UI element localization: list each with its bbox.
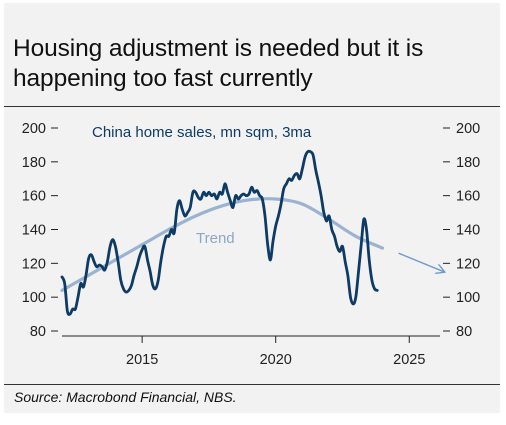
chart-panel: Housing adjustment is needed but it is h… bbox=[4, 3, 500, 413]
y-tick-label-right: 100 bbox=[456, 290, 480, 306]
y-tick-label-left: 180 bbox=[22, 155, 46, 171]
y-tick-label-left: 120 bbox=[22, 256, 46, 272]
header-divider bbox=[4, 106, 500, 107]
y-tick-label-right: 120 bbox=[456, 256, 480, 272]
x-tick-label: 2025 bbox=[393, 352, 425, 368]
x-axis: 2015 2020 2025 bbox=[62, 335, 440, 368]
x-tick-label: 2015 bbox=[126, 352, 158, 368]
y-tick-label-right: 140 bbox=[456, 223, 480, 239]
chart-title: Housing adjustment is needed but it is h… bbox=[13, 34, 493, 94]
left-y-axis: 200 180 160 140 120 100 80 bbox=[22, 121, 58, 340]
y-tick-label-left: 80 bbox=[30, 324, 46, 340]
x-tick-label: 2020 bbox=[260, 352, 292, 368]
home-sales-line bbox=[60, 149, 379, 316]
y-tick-label-left: 200 bbox=[22, 121, 46, 137]
right-y-axis: 200 180 160 140 120 100 80 bbox=[443, 121, 480, 340]
y-tick-label-left: 140 bbox=[22, 223, 46, 239]
y-tick-label-right: 180 bbox=[456, 155, 480, 171]
y-tick-label-left: 160 bbox=[22, 189, 46, 205]
title-line-2: happening too fast currently bbox=[13, 65, 313, 92]
y-tick-label-right: 200 bbox=[456, 121, 480, 137]
footer-divider bbox=[4, 384, 500, 385]
projection-arrow bbox=[398, 252, 444, 272]
title-line-1: Housing adjustment is needed but it is bbox=[13, 35, 424, 62]
series-label-trend: Trend bbox=[196, 230, 235, 247]
plot-area bbox=[60, 149, 444, 316]
y-tick-label-right: 160 bbox=[456, 189, 480, 205]
y-tick-label-left: 100 bbox=[22, 290, 46, 306]
source-note: Source: Macrobond Financial, NBS. bbox=[14, 389, 237, 405]
y-tick-label-right: 80 bbox=[456, 324, 472, 340]
series-label-home-sales: China home sales, mn sqm, 3ma bbox=[92, 124, 312, 141]
